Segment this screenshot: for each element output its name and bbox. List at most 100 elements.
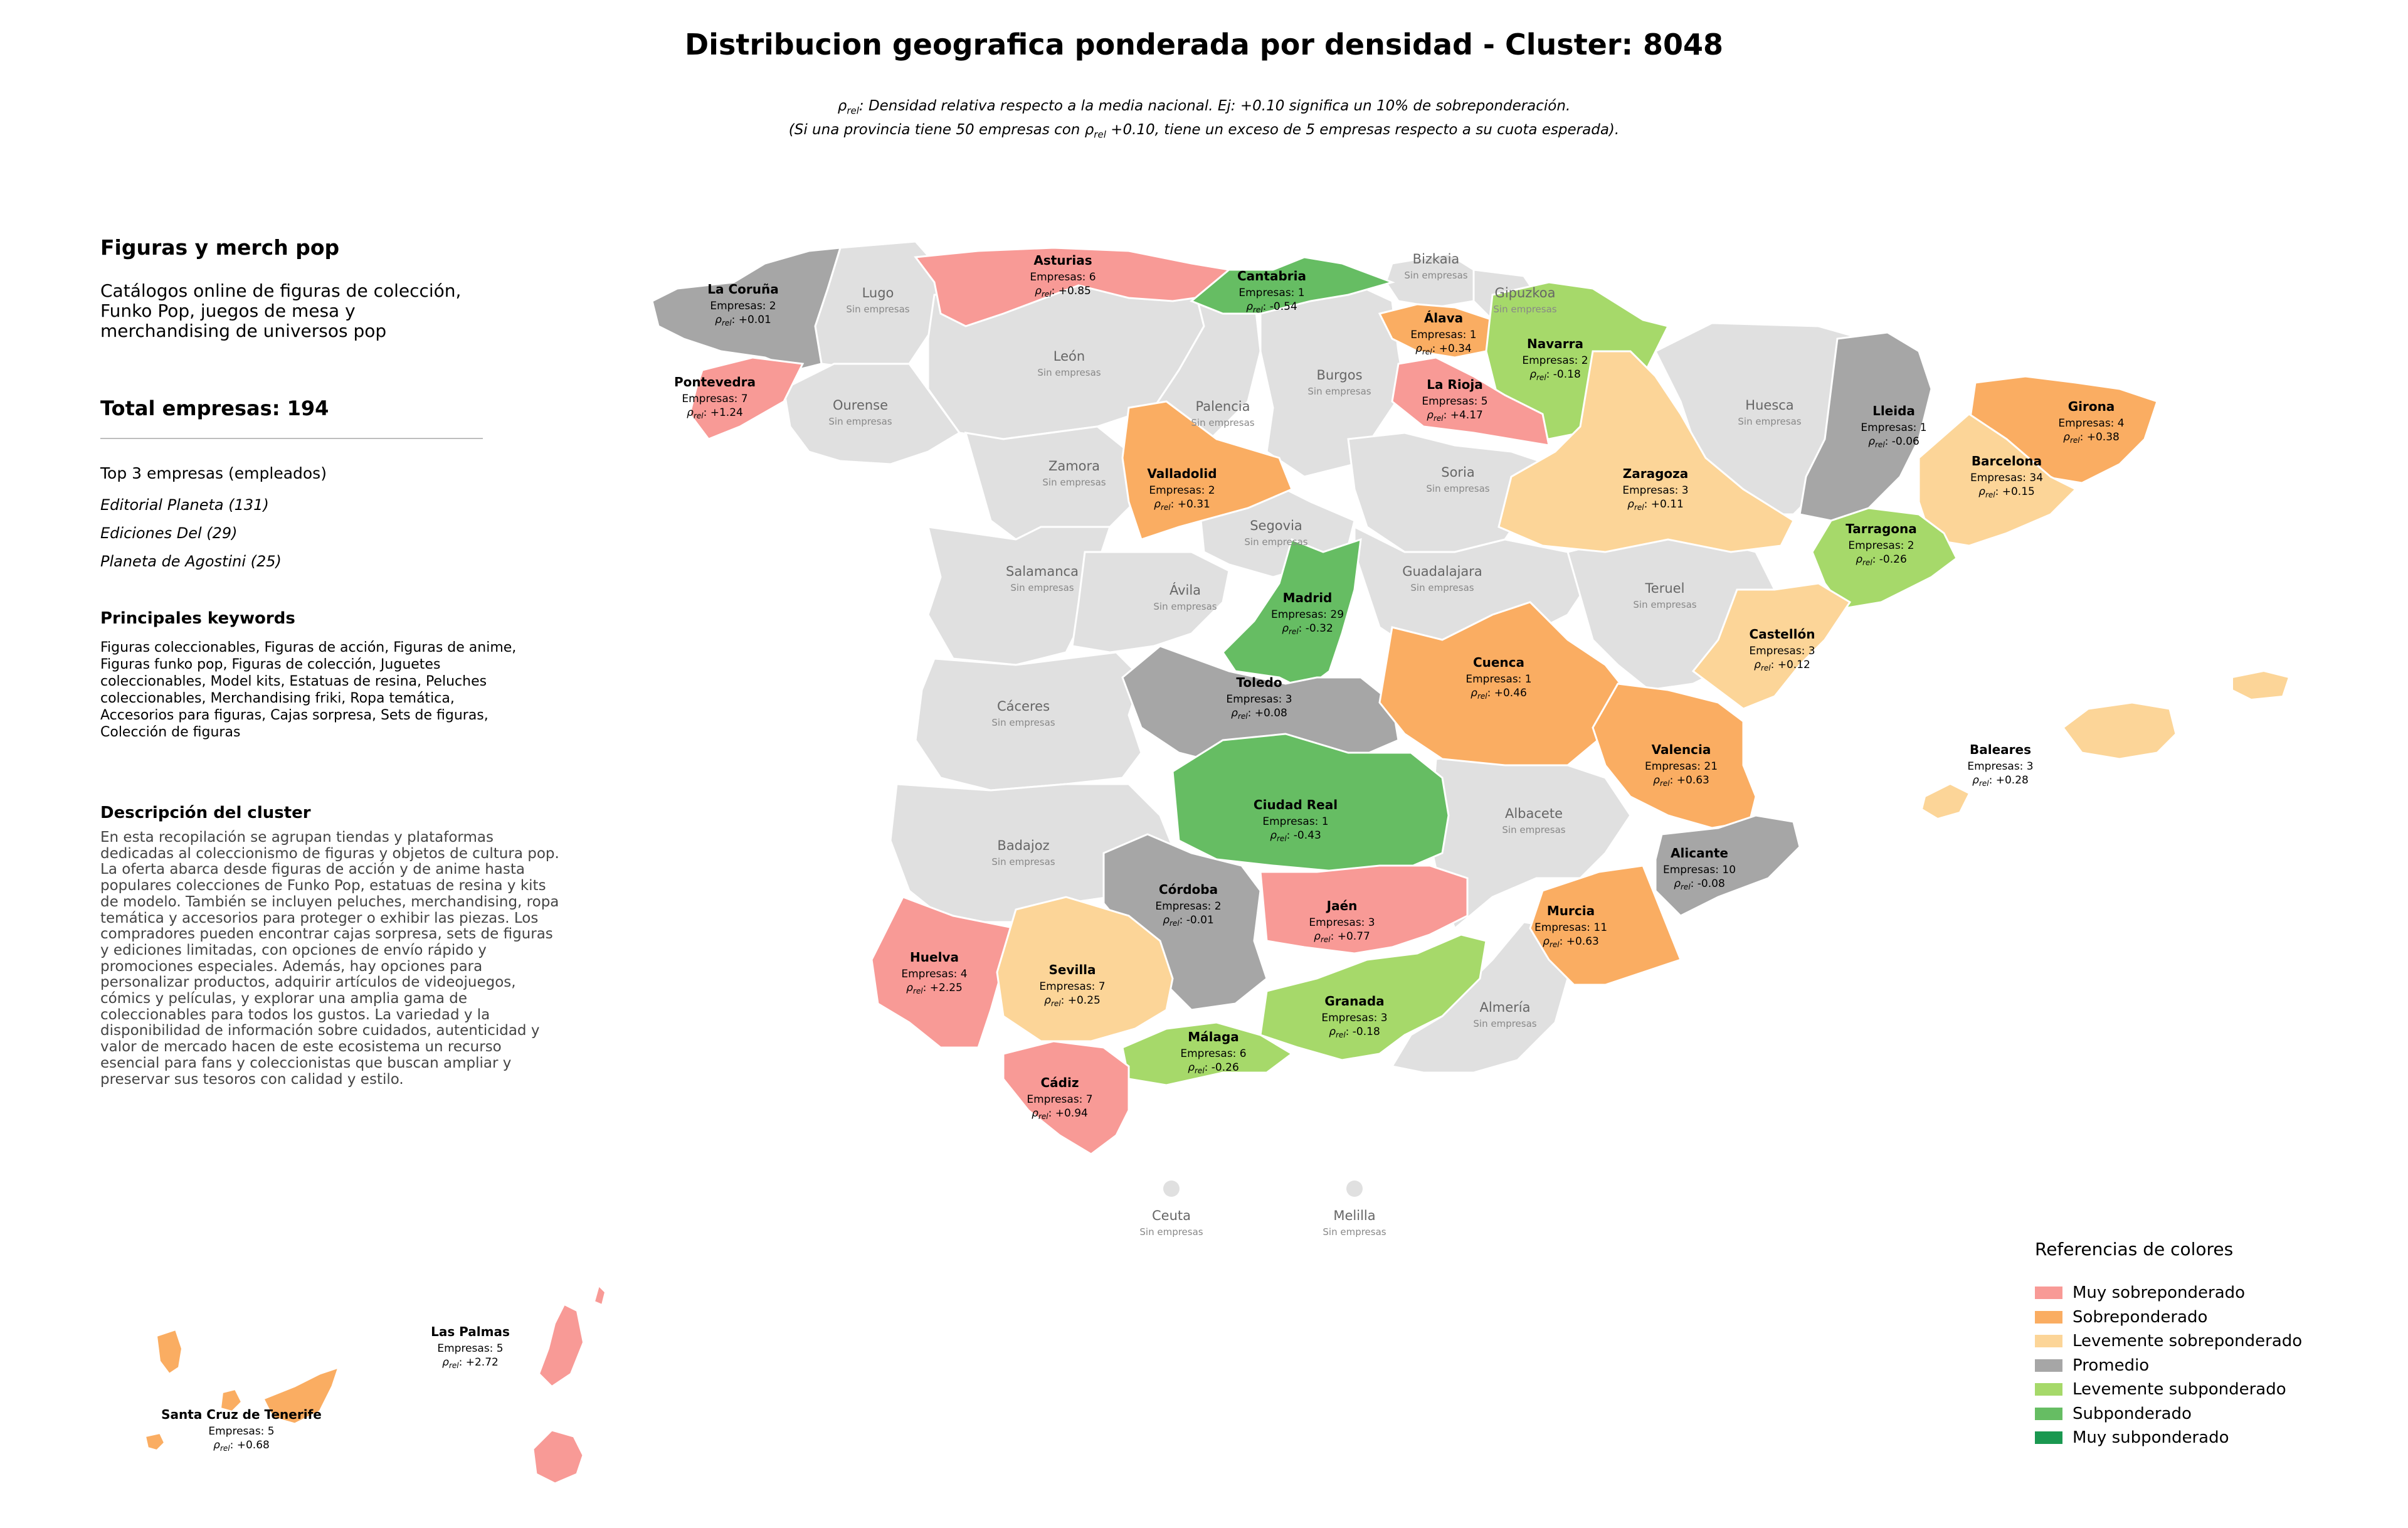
province-rho-label: ρrel: +0.34 — [1415, 342, 1472, 356]
province-la-coruna — [651, 247, 842, 371]
province-baleares-island — [2232, 670, 2290, 701]
province-empresas-label: Empresas: 2 — [710, 300, 776, 312]
province-rho-label: ρrel: +0.12 — [1754, 659, 1810, 672]
legend-label: Muy subponderado — [2073, 1428, 2229, 1448]
cluster-description-text: En esta recopilación se agrupan tiendas … — [100, 829, 559, 1088]
legend-item: Levemente sobreponderado — [2035, 1329, 2386, 1354]
empty-province-sin-empresas: Sin empresas — [1323, 1226, 1386, 1238]
empty-province-name: Almería — [1480, 1000, 1531, 1015]
empty-province-name: Zamora — [1048, 459, 1100, 474]
legend-swatch — [2035, 1335, 2062, 1348]
legend-swatch — [2035, 1359, 2062, 1372]
top-company-item: Planeta de Agostini (25) — [100, 553, 282, 570]
province-pontevedra — [689, 356, 805, 440]
province-rho-label: ρrel: +0.28 — [1972, 774, 2029, 788]
province-name-label: Zaragoza — [1623, 466, 1689, 481]
province-rho-label: ρrel: +1.24 — [687, 406, 743, 420]
province-valladolid — [1121, 400, 1293, 541]
empty-province-name: Guadalajara — [1402, 564, 1482, 579]
legend-item: Subponderado — [2035, 1402, 2386, 1426]
province-rho-label: ρrel: +0.15 — [1978, 485, 2035, 499]
legend-item: Muy subponderado — [2035, 1426, 2386, 1450]
province-name-label: Ciudad Real — [1254, 797, 1338, 812]
province-rho-label: ρrel: +0.11 — [1627, 498, 1684, 512]
province-santa-cruz-de-tenerife-island — [156, 1329, 183, 1375]
province-name-label: Málaga — [1188, 1029, 1239, 1044]
province-empresas-label: Empresas: 2 — [1155, 900, 1221, 913]
province-empresas-label: Empresas: 7 — [1027, 1093, 1092, 1106]
province-rho-label: ρrel: -0.43 — [1270, 829, 1321, 843]
province-rho-label: ρrel: +0.25 — [1044, 994, 1101, 1008]
province-rho-label: ρrel: +0.46 — [1471, 687, 1527, 701]
province-empresas-label: Empresas: 1 — [1262, 815, 1328, 828]
province-name-label: Córdoba — [1159, 882, 1218, 897]
empty-province-sin-empresas: Sin empresas — [1139, 1226, 1203, 1238]
province-name-label: Granada — [1324, 994, 1384, 1009]
empty-province-name: Albacete — [1505, 806, 1563, 821]
province-empresas-label: Empresas: 2 — [1149, 484, 1215, 497]
province-name-label: Valladolid — [1147, 466, 1217, 481]
province-name-label: La Rioja — [1427, 377, 1483, 392]
top-companies-title: Top 3 empresas (empleados) — [100, 464, 327, 482]
legend-swatch — [2035, 1383, 2062, 1396]
province-asturias — [914, 247, 1231, 327]
province-empresas-label: Empresas: 7 — [682, 393, 747, 405]
province-rho-label: ρrel: +2.25 — [906, 982, 963, 995]
keywords-text: Figuras coleccionables, Figuras de acció… — [100, 640, 517, 740]
province-empresas-label: Empresas: 3 — [1622, 484, 1688, 497]
empty-province-sin-empresas: Sin empresas — [1042, 477, 1106, 488]
map-title: Distribucion geografica ponderada por de… — [685, 28, 1723, 61]
top-companies-list: Editorial Planeta (131) Ediciones Del (2… — [100, 496, 577, 570]
legend-swatch — [2035, 1407, 2062, 1420]
province-empresas-label: Empresas: 11 — [1534, 921, 1607, 934]
province-empresas-label: Empresas: 1 — [1861, 422, 1926, 434]
province-empresas-label: Empresas: 1 — [1238, 287, 1304, 299]
province-rho-label: ρrel: +0.85 — [1035, 285, 1091, 299]
province-las-palmas-island — [593, 1285, 606, 1306]
province-rho-label: ρrel: +0.01 — [715, 314, 771, 327]
province-name-label: Huelva — [910, 950, 959, 965]
province-ourense — [783, 363, 961, 465]
province-rho-label: ρrel: +2.72 — [442, 1356, 499, 1370]
province-santa-cruz-de-tenerife — [261, 1366, 341, 1425]
legend-item: Levemente subponderado — [2035, 1377, 2386, 1402]
empty-province-name: Segovia — [1250, 518, 1302, 533]
rho-symbol: ρrel — [1084, 121, 1106, 141]
province-name-label: Valencia — [1652, 742, 1711, 757]
empty-province-name: Palencia — [1196, 399, 1250, 414]
province-empresas-label: Empresas: 3 — [1967, 760, 2033, 773]
empty-province-name: Salamanca — [1006, 564, 1079, 579]
empty-province-sin-empresas: Sin empresas — [828, 416, 892, 427]
empty-province-sin-empresas: Sin empresas — [991, 856, 1055, 867]
legend-swatch — [2035, 1310, 2062, 1324]
province-name-label: Baleares — [1970, 742, 2031, 757]
province-rho-label: ρrel: +0.38 — [2063, 431, 2120, 445]
empty-province-name: Melilla — [1333, 1208, 1375, 1223]
empty-province-sin-empresas: Sin empresas — [1153, 601, 1217, 612]
legend-label: Muy sobreponderado — [2073, 1283, 2246, 1303]
province-baleares-island — [1921, 783, 1970, 820]
empty-province-name: Burgos — [1316, 368, 1362, 383]
province-name-label: Alicante — [1671, 846, 1728, 861]
province-empresas-label: Empresas: 34 — [1970, 472, 2043, 484]
province-empresas-label: Empresas: 2 — [1848, 539, 1914, 552]
empty-province-name: Lugo — [862, 285, 894, 300]
empty-province-name: Badajoz — [997, 838, 1049, 853]
province-empresas-label: Empresas: 5 — [208, 1425, 274, 1438]
keywords-title: Principales keywords — [100, 609, 295, 628]
province-melilla — [1346, 1180, 1363, 1197]
empty-province-name: Ávila — [1170, 582, 1201, 598]
empty-province-name: Soria — [1441, 465, 1475, 480]
province-rho-label: ρrel: -0.08 — [1674, 878, 1725, 891]
province-empresas-label: Empresas: 1 — [1410, 329, 1476, 341]
province-name-label: Castellón — [1750, 627, 1815, 642]
empty-province-sin-empresas: Sin empresas — [846, 304, 909, 315]
province-empresas-label: Empresas: 5 — [437, 1342, 503, 1355]
province-cadiz — [1002, 1040, 1130, 1155]
color-legend: Referencias de colores Muy sobreponderad… — [2035, 1239, 2386, 1450]
province-rho-label: ρrel: +0.08 — [1231, 707, 1287, 721]
empty-province-sin-empresas: Sin empresas — [991, 717, 1055, 728]
legend-item: Promedio — [2035, 1354, 2386, 1378]
map-subtitle: ρrel: Densidad relativa respecto a la me… — [0, 97, 2408, 144]
province-malaga — [1121, 1021, 1294, 1086]
